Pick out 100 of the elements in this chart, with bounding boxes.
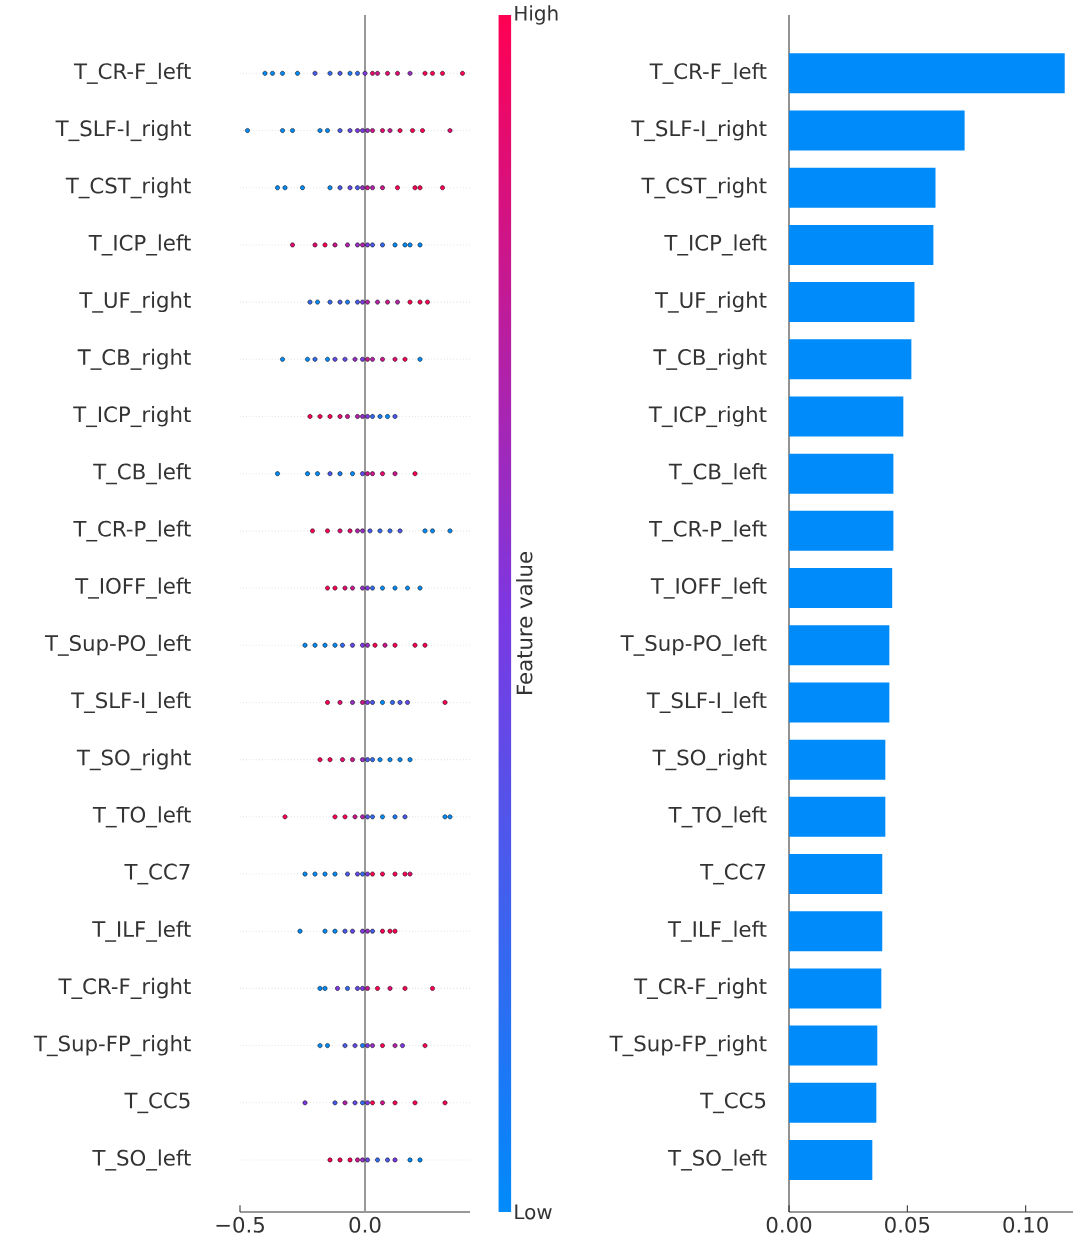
bar [789, 53, 1065, 94]
point [460, 70, 465, 76]
bar [789, 510, 894, 551]
point [412, 642, 418, 648]
point [280, 356, 285, 362]
y-tick-label: T_CB_right [77, 348, 191, 370]
bar [789, 396, 904, 437]
x-tick-label: −0.5 [216, 1216, 264, 1233]
point [275, 185, 280, 191]
y-tick-label: T_Sup-FP_right [609, 1035, 767, 1057]
y-tick-label: T_CR-F_right [634, 977, 767, 999]
y-tick-label: T_CST_right [641, 177, 767, 199]
point [447, 128, 453, 133]
x-tick-label: 0.05 [885, 1216, 930, 1233]
bar [789, 110, 965, 151]
point [337, 471, 343, 477]
point [407, 299, 413, 305]
y-tick-label: T_ILF_left [667, 920, 767, 942]
point [350, 585, 355, 591]
point [370, 871, 375, 877]
y-tick-label: T_ICP_left [664, 234, 767, 256]
bar [789, 796, 886, 837]
point [352, 814, 358, 820]
point [322, 871, 328, 877]
y-tick-label: T_SO_right [652, 749, 767, 771]
point [380, 928, 385, 934]
point [402, 986, 408, 991]
point [425, 299, 430, 305]
point [300, 185, 305, 191]
y-tick-label: T_CST_right [65, 177, 191, 199]
point [355, 128, 360, 133]
y-tick-label: T_Sup-FP_right [33, 1035, 191, 1057]
point [345, 299, 350, 305]
point [332, 928, 338, 934]
point [422, 642, 428, 648]
y-tick-label: T_CB_right [653, 348, 767, 370]
point [365, 414, 370, 419]
point [360, 356, 365, 362]
point [360, 585, 365, 591]
point [397, 128, 403, 133]
point [325, 1043, 330, 1048]
y-tick-label: T_CR-F_left [73, 62, 191, 84]
point [440, 70, 445, 76]
bar [789, 854, 883, 895]
bar [789, 911, 883, 952]
point [290, 128, 295, 133]
point [317, 986, 323, 991]
bar [789, 568, 893, 609]
bar [789, 1025, 878, 1066]
point [355, 528, 360, 534]
point [365, 242, 370, 248]
point [412, 471, 418, 477]
bar [789, 339, 912, 380]
y-tick-label: T_ICP_left [88, 234, 191, 256]
bar [789, 224, 934, 265]
color-bar-label: Low [515, 1204, 552, 1220]
point [372, 642, 378, 648]
point [322, 642, 328, 648]
color-bar-title: Feature value [516, 552, 533, 694]
point [305, 356, 310, 362]
point [380, 871, 385, 877]
point [317, 1043, 323, 1048]
color-bar-label: High [515, 5, 558, 25]
y-tick-label: T_SO_left [92, 1149, 191, 1171]
y-tick-label: T_Sup-PO_left [44, 634, 191, 656]
point [360, 757, 365, 763]
point [280, 128, 285, 133]
point [375, 1157, 380, 1163]
y-tick-label: T_IOFF_left [650, 577, 767, 599]
point [275, 471, 280, 477]
bar [789, 1139, 873, 1180]
y-tick-label: T_SLF-I_right [55, 119, 191, 142]
point [322, 986, 328, 991]
bar [789, 282, 915, 323]
y-tick-label: T_CB_left [668, 463, 767, 485]
point [360, 871, 365, 877]
y-tick-label: T_CB_left [93, 463, 191, 485]
bar [789, 1082, 877, 1123]
bar [789, 167, 936, 208]
y-tick-label: T_IOFF_left [75, 577, 191, 599]
y-tick-label: T_ILF_left [92, 920, 191, 942]
point [350, 757, 355, 763]
point [370, 585, 375, 591]
y-tick-label: T_CC5 [700, 1092, 766, 1114]
x-tick-label: 0.00 [766, 1216, 812, 1233]
bar [789, 453, 894, 494]
point [417, 299, 423, 305]
point [305, 471, 310, 477]
point [302, 871, 308, 877]
point [395, 185, 400, 191]
y-tick-label: T_CC7 [124, 863, 190, 885]
point [387, 928, 393, 934]
point [365, 871, 370, 877]
point [322, 928, 328, 934]
point [245, 128, 250, 133]
y-tick-label: T_SLF-I_right [631, 119, 767, 142]
y-tick-label: T_CR-P_left [73, 520, 191, 542]
point [345, 242, 350, 248]
point [420, 128, 425, 133]
y-tick-label: T_Sup-PO_left [620, 634, 767, 656]
